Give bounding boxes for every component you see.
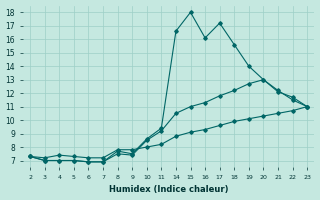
- X-axis label: Humidex (Indice chaleur): Humidex (Indice chaleur): [109, 185, 228, 194]
